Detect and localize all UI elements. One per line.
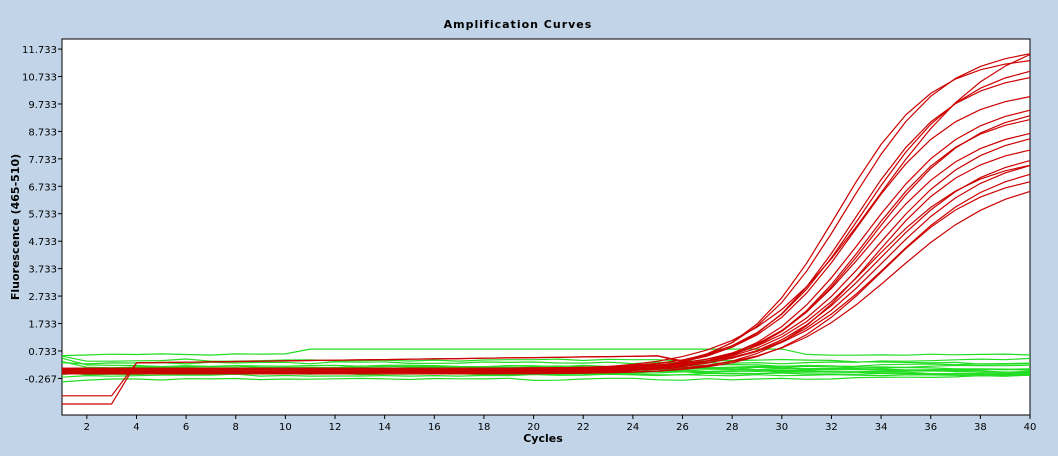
positive-curve bbox=[62, 181, 1031, 375]
x-axis: 2 4 6 8 10 12 14 16 18 20 22 24 26 28 30 32 34 36 38 40 bbox=[84, 415, 1037, 433]
y-tick-label: 0.733 bbox=[28, 347, 57, 358]
x-tick-label: 28 bbox=[726, 422, 739, 433]
x-tick-label: 24 bbox=[627, 422, 640, 433]
x-tick-label: 40 bbox=[1024, 422, 1037, 433]
y-tick-label: 3.733 bbox=[28, 265, 57, 276]
y-tick-label: -0.267 bbox=[25, 374, 57, 385]
x-tick-label: 32 bbox=[825, 422, 838, 433]
y-axis-title: Fluorescence (465-510) bbox=[9, 154, 22, 300]
negative-curve bbox=[61, 348, 1031, 357]
x-tick-label: 18 bbox=[478, 422, 491, 433]
y-tick-label: 8.733 bbox=[28, 127, 57, 138]
x-tick-label: 8 bbox=[233, 422, 239, 433]
negative-curve bbox=[61, 373, 1031, 378]
chart-title: Amplification Curves bbox=[444, 18, 593, 31]
positive-curve bbox=[62, 53, 1031, 372]
y-tick-label: 6.733 bbox=[28, 182, 57, 193]
negative-curve bbox=[61, 374, 1031, 383]
x-tick-label: 30 bbox=[775, 422, 788, 433]
x-axis-title: Cycles bbox=[523, 432, 563, 445]
y-tick-label: 4.733 bbox=[28, 237, 57, 248]
plot-background bbox=[61, 38, 1031, 416]
x-tick-label: 22 bbox=[577, 422, 590, 433]
positive-curve bbox=[62, 173, 1031, 369]
x-tick-label: 6 bbox=[183, 422, 189, 433]
y-tick-label: 7.733 bbox=[28, 155, 57, 166]
x-tick-label: 16 bbox=[428, 422, 441, 433]
x-tick-label: 34 bbox=[875, 422, 888, 433]
y-tick-label: 2.733 bbox=[28, 292, 57, 303]
x-tick-label: 20 bbox=[527, 422, 540, 433]
y-tick-label: 1.733 bbox=[28, 320, 57, 331]
x-tick-label: 2 bbox=[84, 422, 90, 433]
x-tick-label: 14 bbox=[378, 422, 391, 433]
y-axis: -0.267 0.733 1.733 2.733 3.733 4.733 5.733 6.73… bbox=[22, 45, 62, 385]
positive-curve bbox=[62, 53, 1031, 397]
positive-curve bbox=[62, 190, 1031, 374]
x-tick-label: 36 bbox=[924, 422, 937, 433]
x-tick-label: 4 bbox=[133, 422, 139, 433]
x-tick-label: 26 bbox=[676, 422, 689, 433]
y-tick-label: 10.733 bbox=[22, 73, 57, 84]
x-tick-label: 12 bbox=[329, 422, 342, 433]
series-layer bbox=[61, 53, 1031, 405]
x-tick-label: 38 bbox=[974, 422, 987, 433]
y-tick-label: 5.733 bbox=[28, 210, 57, 221]
y-tick-label: 11.733 bbox=[22, 45, 57, 56]
y-tick-label: 9.733 bbox=[28, 100, 57, 111]
x-tick-label: 10 bbox=[279, 422, 292, 433]
